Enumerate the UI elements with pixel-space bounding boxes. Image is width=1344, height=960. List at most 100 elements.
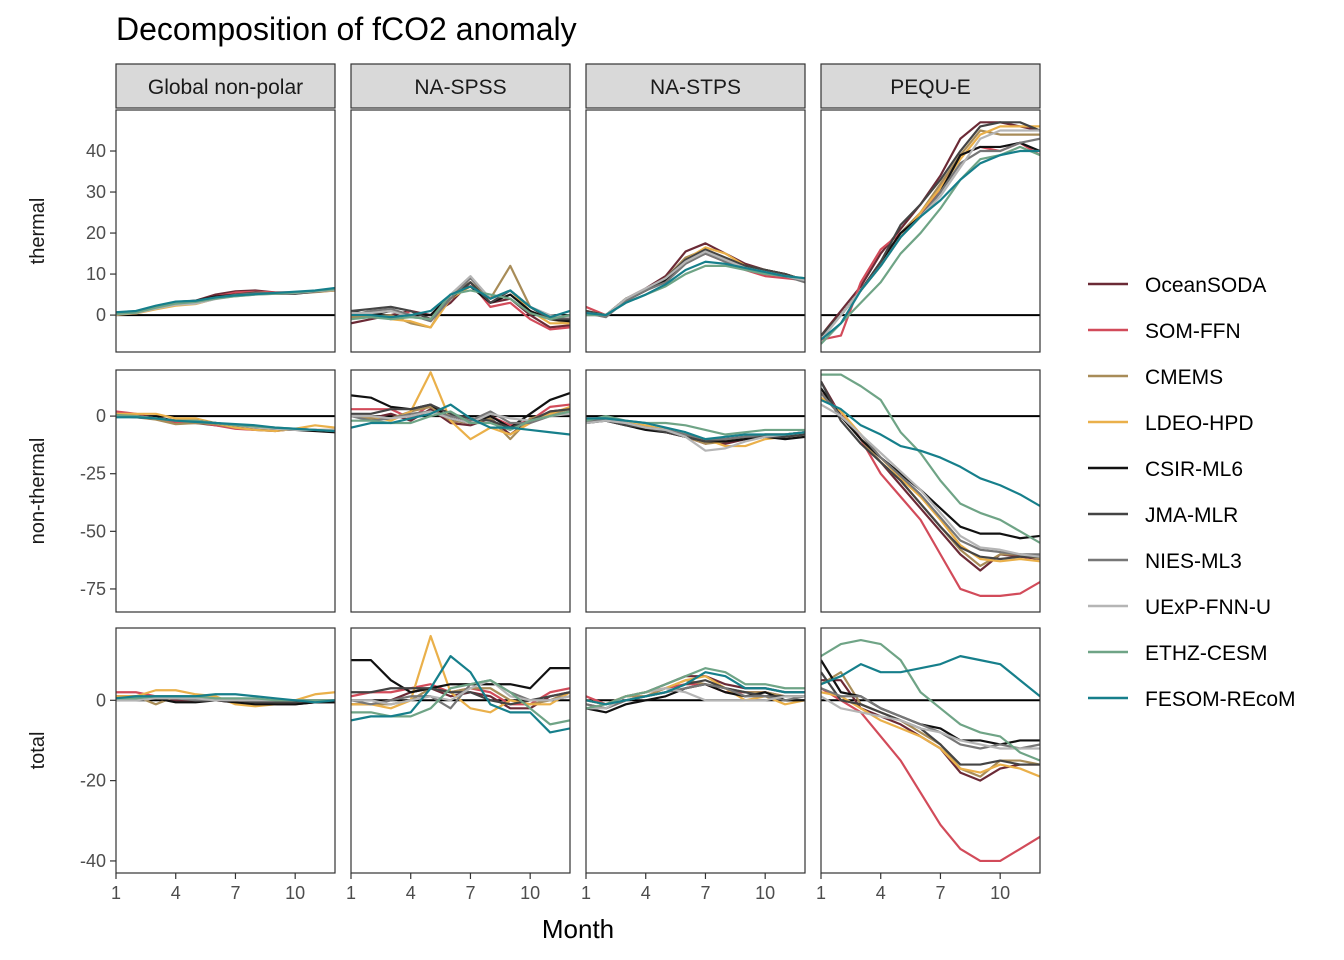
legend-item-jma-mlr: JMA-MLR	[1088, 504, 1238, 527]
y-tick-label: 10	[86, 264, 106, 284]
legend-label: JMA-MLR	[1145, 504, 1238, 527]
panel-total-pequ-e	[820, 627, 1041, 874]
series-line-nies-ml3	[821, 687, 1040, 750]
facet-panels: Global non-polar NA-SPSS NA-STPS PEQU-E ther…	[27, 63, 1041, 903]
panel-total-global-non-polar	[115, 627, 336, 874]
panel-border	[585, 109, 806, 353]
series-line-jma-mlr	[821, 381, 1040, 561]
legend-label: UExP-FNN-U	[1145, 596, 1271, 619]
panel-border	[585, 627, 806, 874]
legend-item-ldeo-hpd: LDEO-HPD	[1088, 412, 1254, 435]
panel-border	[350, 109, 571, 353]
x-tick-label: 10	[520, 883, 540, 903]
x-tick-label: 10	[755, 883, 775, 903]
y-tick-label: 0	[96, 406, 106, 426]
panel-border	[820, 369, 1041, 613]
legend-item-som-ffn: SOM-FFN	[1088, 320, 1241, 343]
series-line-uexp-fnn-u	[586, 250, 805, 317]
x-tick-label: 7	[465, 883, 475, 903]
series-line-fesom-recom	[116, 286, 335, 314]
panel-border	[585, 369, 806, 613]
legend-label: OceanSODA	[1145, 274, 1266, 297]
facet-strip-na-spss	[350, 63, 571, 109]
panel-border	[115, 369, 336, 613]
panel-non-thermal-na-stps	[585, 369, 806, 613]
y-tick-label: -25	[80, 464, 106, 484]
panel-total-na-stps	[585, 627, 806, 874]
legend-item-fesom-recom: FESOM-REcoM	[1088, 688, 1296, 711]
panel-thermal-pequ-e	[820, 109, 1041, 353]
panel-non-thermal-na-spss	[350, 369, 571, 613]
series-line-fesom-recom	[116, 416, 335, 433]
y-tick-label: 30	[86, 182, 106, 202]
x-tick-label: 4	[876, 883, 886, 903]
panel-border	[115, 109, 336, 353]
row-label-non-thermal: non-thermal	[27, 438, 49, 545]
x-tick-label: 4	[406, 883, 416, 903]
series-line-oceansoda	[821, 380, 1040, 572]
series-line-fesom-recom	[586, 260, 805, 317]
series-line-fesom-recom	[351, 655, 570, 734]
series-line-uexp-fnn-u	[821, 129, 1040, 341]
panel-thermal-na-stps	[585, 109, 806, 353]
series-line-fesom-recom	[116, 693, 335, 704]
series-line-uexp-fnn-u	[351, 679, 570, 706]
y-tick-label: 40	[86, 141, 106, 161]
series-line-fesom-recom	[351, 285, 570, 319]
series-line-jma-mlr	[821, 671, 1040, 766]
x-tick-label: 4	[641, 883, 651, 903]
facet-strip-label: Global non-polar	[148, 76, 303, 99]
row-label-thermal: thermal	[27, 198, 49, 265]
series-line-uexp-fnn-u	[586, 419, 805, 452]
legend-label: CSIR-ML6	[1145, 458, 1243, 481]
y-tick-label: -50	[80, 521, 106, 541]
row-label-total: total	[27, 732, 49, 770]
panel-thermal-global-non-polar	[115, 109, 336, 353]
x-tick-label: 7	[700, 883, 710, 903]
series-line-csir-ml6	[821, 387, 1040, 540]
series-line-nies-ml3	[821, 392, 1040, 556]
legend-item-oceansoda: OceanSODA	[1088, 274, 1266, 297]
panel-thermal-na-spss	[350, 109, 571, 353]
series-line-ethz-cesm	[821, 638, 1040, 762]
series-line-som-ffn	[821, 687, 1040, 863]
y-tick-label: 0	[96, 305, 106, 325]
series-line-ldeo-hpd	[351, 634, 570, 714]
x-tick-label: 4	[171, 883, 181, 903]
y-tick-label: -40	[80, 851, 106, 871]
y-tick-label: 20	[86, 223, 106, 243]
x-axis-title: Month	[542, 914, 614, 944]
series-line-csir-ml6	[351, 659, 570, 694]
panel-border	[820, 109, 1041, 353]
series-line-fesom-recom	[821, 149, 1040, 341]
series-line-ethz-cesm	[821, 373, 1040, 544]
series-line-ldeo-hpd	[821, 125, 1040, 337]
x-tick-label: 7	[230, 883, 240, 903]
panel-border	[350, 627, 571, 874]
facet-strip-pequ-e	[820, 63, 1041, 109]
series-line-ldeo-hpd	[351, 371, 570, 441]
x-tick-label: 1	[111, 883, 121, 903]
x-tick-label: 7	[935, 883, 945, 903]
series-line-csir-ml6	[821, 141, 1040, 337]
legend-item-csir-ml6: CSIR-ML6	[1088, 458, 1243, 481]
x-tick-label: 1	[346, 883, 356, 903]
panel-border	[115, 627, 336, 874]
series-line-ldeo-hpd	[821, 691, 1040, 778]
facet-strip-label: NA-STPS	[650, 76, 741, 99]
series-line-fesom-recom	[821, 398, 1040, 507]
series-line-som-ffn	[821, 392, 1040, 597]
x-tick-label: 10	[285, 883, 305, 903]
panel-total-na-spss	[350, 627, 571, 874]
y-tick-label: 0	[96, 690, 106, 710]
legend-item-ethz-cesm: ETHZ-CESM	[1088, 642, 1268, 665]
panel-non-thermal-global-non-polar	[115, 369, 336, 613]
series-line-ethz-cesm	[586, 667, 805, 710]
legend-item-nies-ml3: NIES-ML3	[1088, 550, 1242, 573]
y-tick-label: -75	[80, 579, 106, 599]
legend-item-cmems: CMEMS	[1088, 366, 1223, 389]
y-tick-label: -20	[80, 771, 106, 791]
series-line-uexp-fnn-u	[821, 403, 1040, 558]
legend-label: ETHZ-CESM	[1145, 642, 1268, 665]
